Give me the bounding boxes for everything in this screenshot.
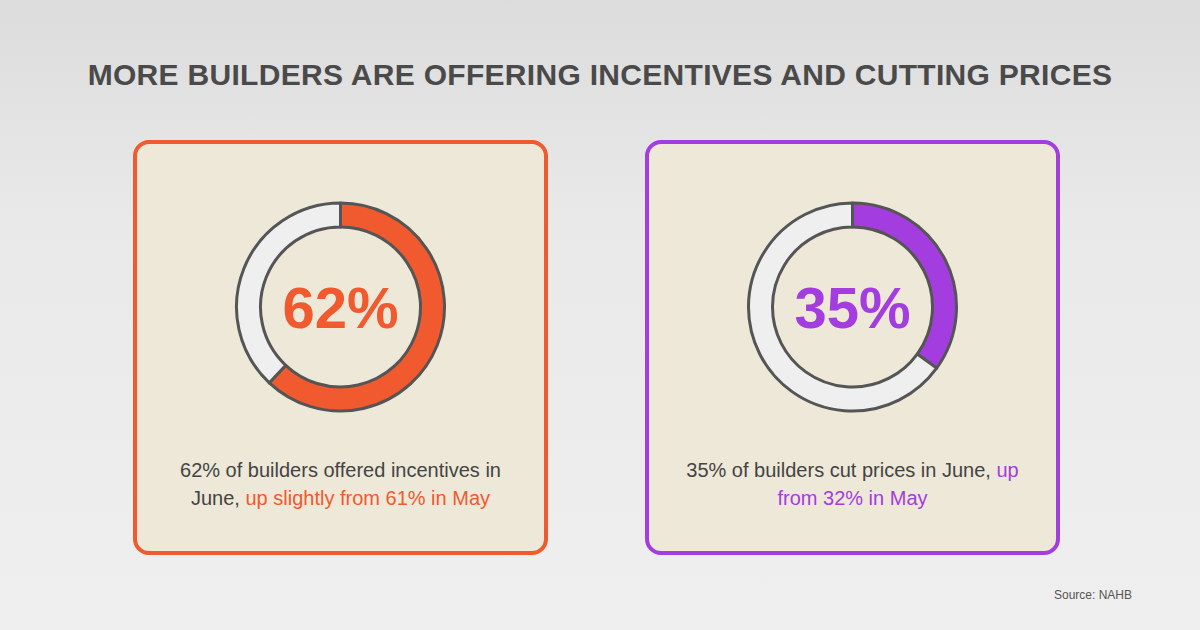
- html-text:62% of builders offered incent: 62% of builders offered incentives in Ju…: [180, 459, 501, 509]
- svg-text:62%: 62%: [282, 275, 398, 340]
- svg-text:35%: 35%: [794, 275, 910, 340]
- html-text:35% of builders cut prices in: 35% of builders cut prices in June, up f…: [686, 459, 1019, 509]
- html-text:MORE BUILDERS ARE OFFERING INC: MORE BUILDERS ARE OFFERING INCENTIVES AN…: [87, 58, 1113, 91]
- html-text:Source: NAHB: Source: NAHB: [1054, 588, 1132, 602]
